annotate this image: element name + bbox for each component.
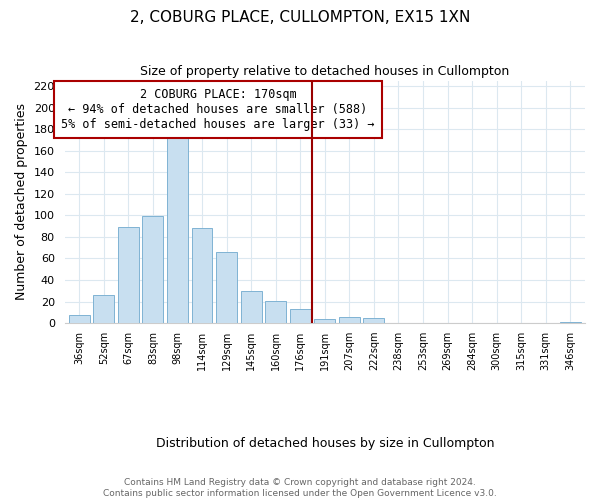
Bar: [69, 314, 89, 323]
Bar: [290, 309, 311, 323]
Bar: [265, 300, 286, 323]
Bar: [560, 322, 581, 323]
Y-axis label: Number of detached properties: Number of detached properties: [15, 104, 28, 300]
Bar: [118, 227, 139, 323]
Bar: [167, 136, 188, 323]
Bar: [241, 291, 262, 323]
Text: 2 COBURG PLACE: 170sqm
← 94% of detached houses are smaller (588)
5% of semi-det: 2 COBURG PLACE: 170sqm ← 94% of detached…: [61, 88, 375, 131]
Text: Contains HM Land Registry data © Crown copyright and database right 2024.
Contai: Contains HM Land Registry data © Crown c…: [103, 478, 497, 498]
Bar: [142, 216, 163, 323]
Bar: [364, 318, 384, 323]
Bar: [216, 252, 237, 323]
X-axis label: Distribution of detached houses by size in Cullompton: Distribution of detached houses by size …: [155, 437, 494, 450]
Text: 2, COBURG PLACE, CULLOMPTON, EX15 1XN: 2, COBURG PLACE, CULLOMPTON, EX15 1XN: [130, 10, 470, 25]
Bar: [94, 295, 114, 323]
Title: Size of property relative to detached houses in Cullompton: Size of property relative to detached ho…: [140, 65, 509, 78]
Bar: [191, 228, 212, 323]
Bar: [339, 316, 360, 323]
Bar: [314, 319, 335, 323]
